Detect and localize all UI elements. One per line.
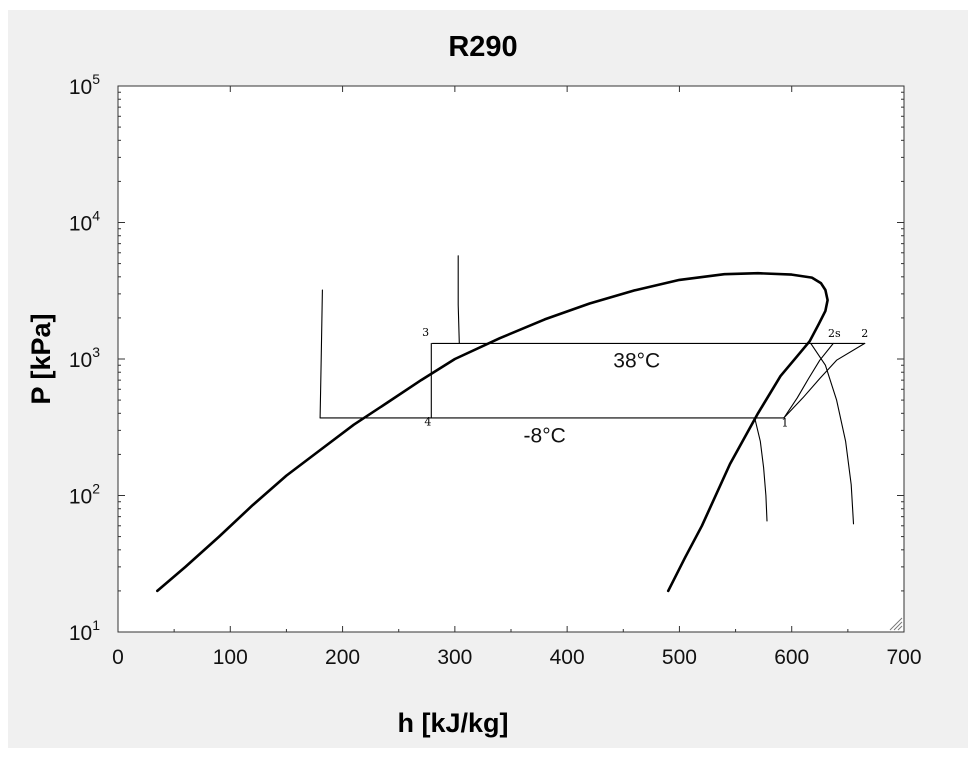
- state-point-label-0: 1: [781, 417, 788, 430]
- temperature-label-0: 38°C: [613, 349, 660, 372]
- labels-layer: 1 2s 2 3 4 38°C -8°C: [422, 326, 868, 448]
- curves-layer: [156, 255, 866, 593]
- x-tick-label-1: 100: [213, 646, 248, 669]
- figure-frame: R290 0 100 200 300 400 500 600 700 101 102 103 104 1…: [8, 10, 968, 748]
- series-line-8: [810, 342, 855, 525]
- y-tick-label-3: 104: [69, 208, 100, 236]
- series-line-7: [754, 417, 768, 522]
- y-tick-label-0: 101: [69, 617, 100, 645]
- x-tick-label-6: 600: [774, 646, 809, 669]
- ph-chart: R290 0 100 200 300 400 500 600 700 101 102 103 104 1…: [26, 31, 922, 738]
- state-point-label-4: 4: [424, 416, 431, 429]
- state-point-label-3: 3: [422, 326, 429, 339]
- chart-title: R290: [448, 31, 517, 63]
- x-tick-label-4: 400: [550, 646, 585, 669]
- series-line-10: [457, 255, 460, 344]
- y-tick-label-4: 105: [69, 71, 100, 99]
- y-axis-title: P [kPa]: [26, 313, 56, 404]
- state-point-label-2: 2: [861, 327, 868, 340]
- resize-grip-icon[interactable]: [889, 617, 903, 631]
- x-tick-label-7: 700: [886, 646, 921, 669]
- x-axis-title: h [kJ/kg]: [397, 708, 508, 738]
- temperature-label-1: -8°C: [524, 424, 566, 447]
- series-line-9: [319, 289, 323, 419]
- x-tick-label-3: 300: [437, 646, 472, 669]
- x-tick-label-2: 200: [325, 646, 360, 669]
- y-tick-label-1: 102: [69, 481, 100, 509]
- plot-area: [117, 85, 905, 633]
- series-line-4: [783, 342, 834, 419]
- series-line-5: [783, 342, 866, 419]
- ticks-layer: 0 100 200 300 400 500 600 700 101 102 103 104 105: [69, 71, 922, 669]
- series-line-0: [156, 271, 829, 593]
- state-point-label-1: 2s: [828, 327, 841, 340]
- y-tick-label-2: 103: [69, 344, 100, 372]
- x-tick-label-0: 0: [112, 646, 124, 669]
- x-tick-label-5: 500: [662, 646, 697, 669]
